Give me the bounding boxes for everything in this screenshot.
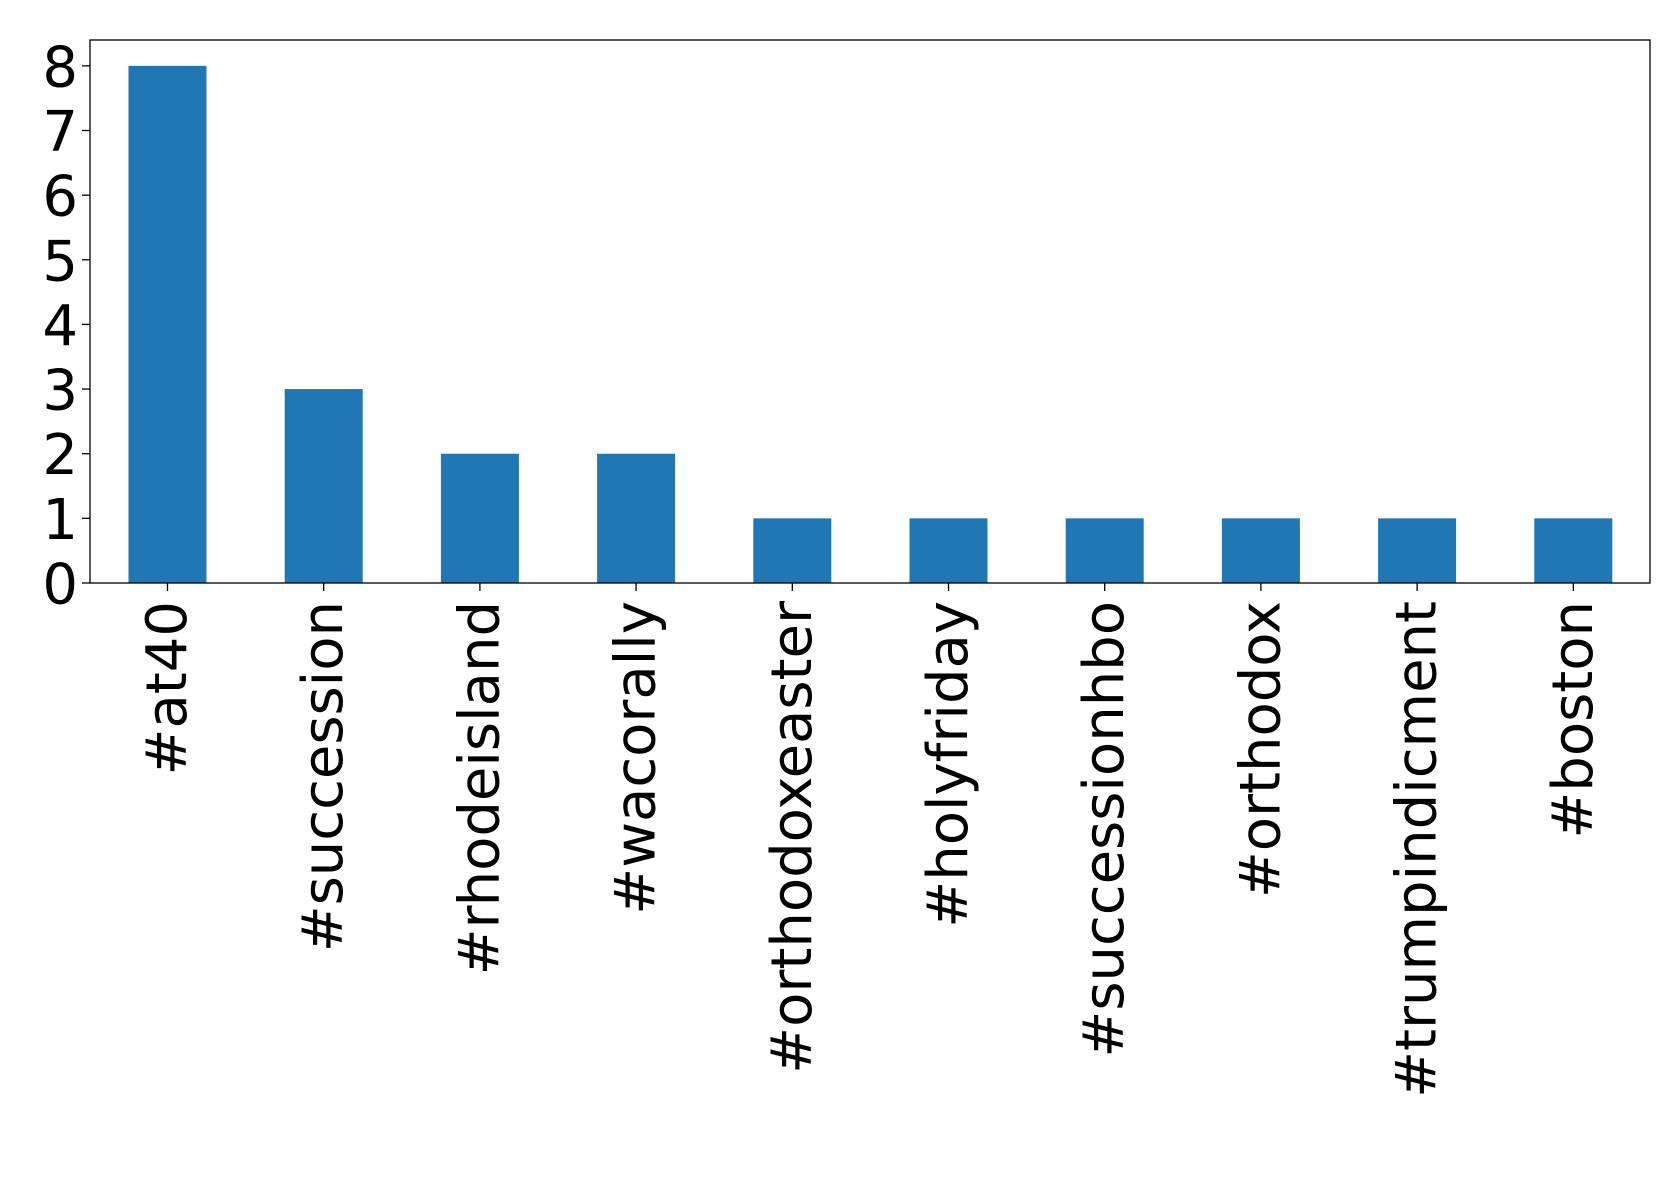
x-tick-label: #rhodeisland	[447, 601, 512, 975]
y-tick-label: 7	[42, 100, 78, 165]
y-tick-label: 5	[42, 229, 78, 294]
plot-frame	[89, 39, 1651, 584]
bars-group	[128, 65, 1613, 584]
x-axis-ticks: #at40 #succession #rhodeisland #wacorally #o…	[135, 583, 1606, 1098]
x-tick-label: #boston	[1541, 601, 1606, 839]
x-tick-label: #orthodox	[1228, 601, 1293, 898]
bar-at40	[128, 65, 207, 584]
bar-boston	[1534, 518, 1613, 583]
x-tick-label: #holyfriday	[916, 601, 981, 928]
x-tick-label: #wacorally	[604, 601, 669, 915]
y-tick-label: 4	[42, 294, 78, 359]
bar-successionhbo	[1065, 518, 1144, 583]
x-tick-label: #succession	[291, 601, 356, 952]
x-tick-label: #successionhbo	[1072, 601, 1137, 1058]
y-tick-label: 8	[42, 35, 78, 100]
bar-trumpindicment	[1378, 518, 1457, 583]
bar-orthodoxeaster	[753, 518, 832, 583]
bar-holyfriday	[909, 518, 988, 583]
y-tick-label: 6	[42, 165, 78, 230]
x-tick-label: #orthodoxeaster	[760, 600, 825, 1074]
x-tick-label: #trumpindicment	[1385, 601, 1450, 1098]
bar-wacorally	[597, 453, 676, 583]
y-tick-label: 3	[42, 359, 78, 424]
y-tick-label: 2	[42, 423, 78, 488]
bar-orthodox	[1221, 518, 1300, 583]
y-tick-label: 1	[42, 488, 78, 553]
bar-rhodeisland	[440, 453, 519, 583]
x-tick-label: #at40	[135, 601, 200, 775]
y-tick-label: 0	[42, 553, 78, 618]
bar-succession	[284, 389, 363, 583]
